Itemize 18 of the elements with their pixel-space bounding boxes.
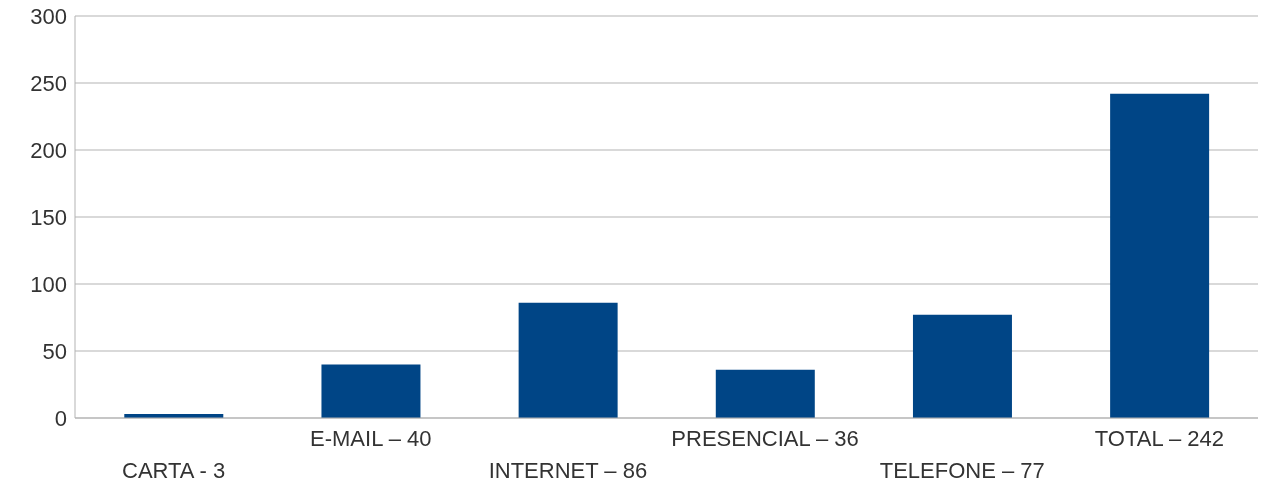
bar [518, 302, 618, 418]
y-tick-label: 200 [30, 137, 67, 163]
y-tick-label: 0 [54, 405, 67, 431]
x-tick-label: TOTAL – 242 [1094, 426, 1225, 451]
x-tick-label: PRESENCIAL – 36 [671, 426, 859, 451]
bar [912, 314, 1012, 418]
bar [715, 369, 815, 418]
bar [321, 364, 421, 418]
x-tick-label: TELEFONE – 77 [879, 458, 1045, 483]
y-tick-label: 150 [30, 204, 67, 230]
bar [1110, 93, 1210, 418]
x-tick-label: CARTA - 3 [122, 458, 226, 483]
x-tick-label: E-MAIL – 40 [310, 426, 432, 451]
y-tick-label: 250 [30, 70, 67, 96]
y-tick-label: 300 [30, 3, 67, 29]
y-tick-label: 100 [30, 271, 67, 297]
x-tick-label: INTERNET – 86 [488, 458, 648, 483]
y-tick-label: 50 [42, 338, 67, 364]
